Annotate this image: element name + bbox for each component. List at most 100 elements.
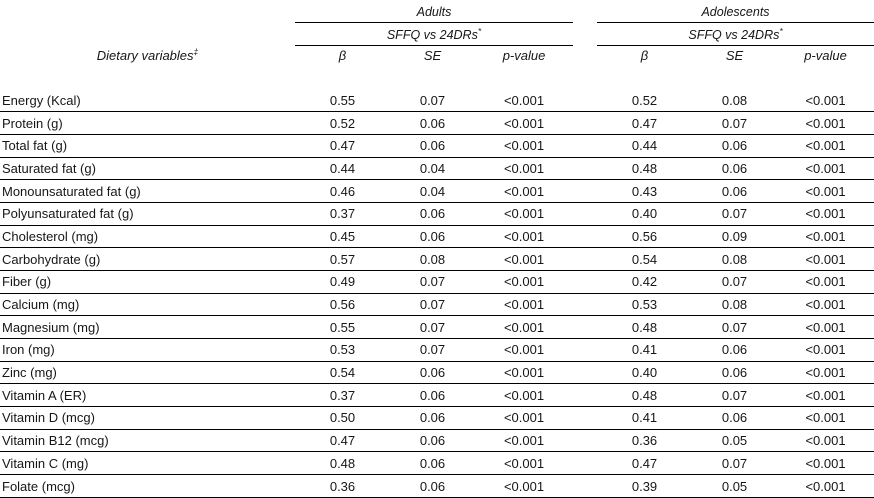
adults-beta-value: 0.47 [295, 429, 390, 453]
double-dagger-superscript: ‡ [193, 46, 199, 57]
adults-pvalue-value: <0.001 [475, 90, 574, 113]
adults-beta-value: 0.45 [295, 225, 390, 249]
subheader-row: SFFQ vs 24DRs* SFFQ vs 24DRs* [0, 22, 874, 46]
adolescents-pvalue-value: <0.001 [777, 157, 874, 181]
adolescents-beta-value: 0.48 [597, 315, 693, 340]
adolescents-se-value: 0.06 [692, 157, 778, 181]
column-gap [573, 270, 598, 294]
dietary-variable-label: Monounsaturated fat (g) [0, 179, 295, 204]
column-gap [573, 293, 598, 317]
adolescents-beta-value: 0.52 [597, 90, 693, 113]
adults-se-value: 0.08 [390, 247, 475, 272]
table-row: Vitamin D (mcg) 0.50 0.06 <0.001 0.41 0.… [0, 406, 874, 430]
adolescents-pvalue-value: <0.001 [777, 338, 874, 362]
table-row: Vitamin C (mg) 0.48 0.06 <0.001 0.47 0.0… [0, 451, 874, 476]
table-row: Magnesium (mg) 0.55 0.07 <0.001 0.48 0.0… [0, 315, 874, 340]
adolescents-beta-value: 0.36 [597, 429, 693, 453]
table-row: Zinc (mg) 0.54 0.06 <0.001 0.40 0.06 <0.… [0, 361, 874, 385]
adults-se-value: 0.06 [390, 451, 475, 476]
adults-se-value: 0.06 [390, 361, 475, 385]
column-gap [573, 361, 598, 385]
dietary-variable-label: Vitamin B12 (mcg) [0, 429, 295, 453]
adults-se-value: 0.06 [390, 225, 475, 249]
adults-beta-value: 0.48 [295, 451, 390, 476]
table-row: Saturated fat (g) 0.44 0.04 <0.001 0.48 … [0, 157, 874, 181]
adolescents-pvalue-value: <0.001 [777, 111, 874, 136]
adults-pvalue-value: <0.001 [475, 270, 574, 294]
adults-beta-value: 0.50 [295, 406, 390, 430]
adults-pvalue-value: <0.001 [475, 429, 574, 453]
adults-se-value: 0.06 [390, 406, 475, 430]
adolescents-se-value: 0.07 [692, 451, 778, 476]
adults-se-value: 0.06 [390, 202, 475, 226]
adults-beta-value: 0.46 [295, 179, 390, 204]
adults-pvalue-header: p-value [502, 47, 546, 63]
adolescents-pvalue-value: <0.001 [777, 179, 874, 204]
adults-label: Adults [416, 5, 452, 19]
adults-se-value: 0.06 [390, 474, 475, 498]
adults-se-value: 0.07 [390, 293, 475, 317]
subheader-adults: SFFQ vs 24DRs* [295, 22, 574, 46]
adolescents-pvalue-value: <0.001 [777, 451, 874, 476]
column-gap [573, 179, 598, 204]
adolescents-beta-value: 0.47 [597, 451, 693, 476]
adults-pvalue-value: <0.001 [475, 338, 574, 362]
dietary-variables-text: Dietary variables [96, 47, 194, 63]
spacer-cell [0, 65, 874, 90]
empty-cell [0, 0, 295, 22]
adolescents-beta-value: 0.42 [597, 270, 693, 294]
adolescents-pvalue-value: <0.001 [777, 474, 874, 498]
adolescents-se-value: 0.07 [692, 315, 778, 340]
adolescents-se-value: 0.08 [692, 247, 778, 272]
adults-beta-value: 0.53 [295, 338, 390, 362]
adults-beta-value: 0.49 [295, 270, 390, 294]
adolescents-beta-value: 0.39 [597, 474, 693, 498]
dietary-variable-label: Zinc (mg) [0, 361, 295, 385]
table-row: Protein (g) 0.52 0.06 <0.001 0.47 0.07 <… [0, 111, 874, 136]
header-spacer [0, 65, 874, 90]
adolescents-pvalue-value: <0.001 [777, 406, 874, 430]
adolescents-beta-value: 0.41 [597, 338, 693, 362]
dietary-variable-label: Polyunsaturated fat (g) [0, 202, 295, 226]
adults-pvalue-value: <0.001 [475, 451, 574, 476]
empty-cell [0, 22, 295, 45]
adults-pvalue-value: <0.001 [475, 225, 574, 249]
column-gap [573, 22, 597, 45]
table-row: Total fat (g) 0.47 0.06 <0.001 0.44 0.06… [0, 134, 874, 158]
dietary-variable-label: Vitamin A (ER) [0, 383, 295, 408]
adolescents-pvalue-value: <0.001 [777, 134, 874, 158]
table-row: Folate (mcg) 0.36 0.06 <0.001 0.39 0.05 … [0, 474, 874, 498]
adolescents-pvalue-value: <0.001 [777, 247, 874, 272]
table-row: Monounsaturated fat (g) 0.46 0.04 <0.001… [0, 179, 874, 204]
adolescents-se-value: 0.06 [692, 361, 778, 385]
dietary-variable-label: Cholesterol (mg) [0, 225, 295, 249]
adolescents-se-value: 0.06 [692, 338, 778, 362]
dietary-variable-label: Folate (mcg) [0, 474, 295, 498]
adolescents-pvalue-value: <0.001 [777, 315, 874, 340]
adolescents-se-value: 0.06 [692, 179, 778, 204]
asterisk-superscript: * [477, 25, 482, 36]
adults-pvalue-value: <0.001 [475, 202, 574, 226]
adults-se-value: 0.04 [390, 179, 475, 204]
adults-pvalue-value: <0.001 [475, 315, 574, 340]
stat-header-row: Dietary variables‡ β SE p-value β SE p-v… [0, 45, 874, 65]
adults-se-value: 0.04 [390, 157, 475, 181]
column-gap [573, 90, 598, 113]
adults-pvalue-value: <0.001 [475, 406, 574, 430]
adults-se-header: SE [423, 47, 442, 63]
column-gap [573, 429, 598, 453]
adults-pvalue-value: <0.001 [475, 111, 574, 136]
adolescents-pvalue-value: <0.001 [777, 270, 874, 294]
adults-beta-value: 0.44 [295, 157, 390, 181]
group-header-row: Adults Adolescents [0, 0, 874, 23]
adolescents-beta-value: 0.44 [597, 134, 693, 158]
dietary-variable-label: Vitamin D (mcg) [0, 406, 295, 430]
adolescents-beta-value: 0.48 [597, 383, 693, 408]
adolescents-beta-value: 0.41 [597, 406, 693, 430]
adolescents-beta-value: 0.40 [597, 202, 693, 226]
adolescents-se-value: 0.06 [692, 406, 778, 430]
table-row: Cholesterol (mg) 0.45 0.06 <0.001 0.56 0… [0, 225, 874, 249]
column-gap [573, 111, 598, 136]
dietary-variable-label: Total fat (g) [0, 134, 295, 158]
dietary-variable-label: Saturated fat (g) [0, 157, 295, 181]
